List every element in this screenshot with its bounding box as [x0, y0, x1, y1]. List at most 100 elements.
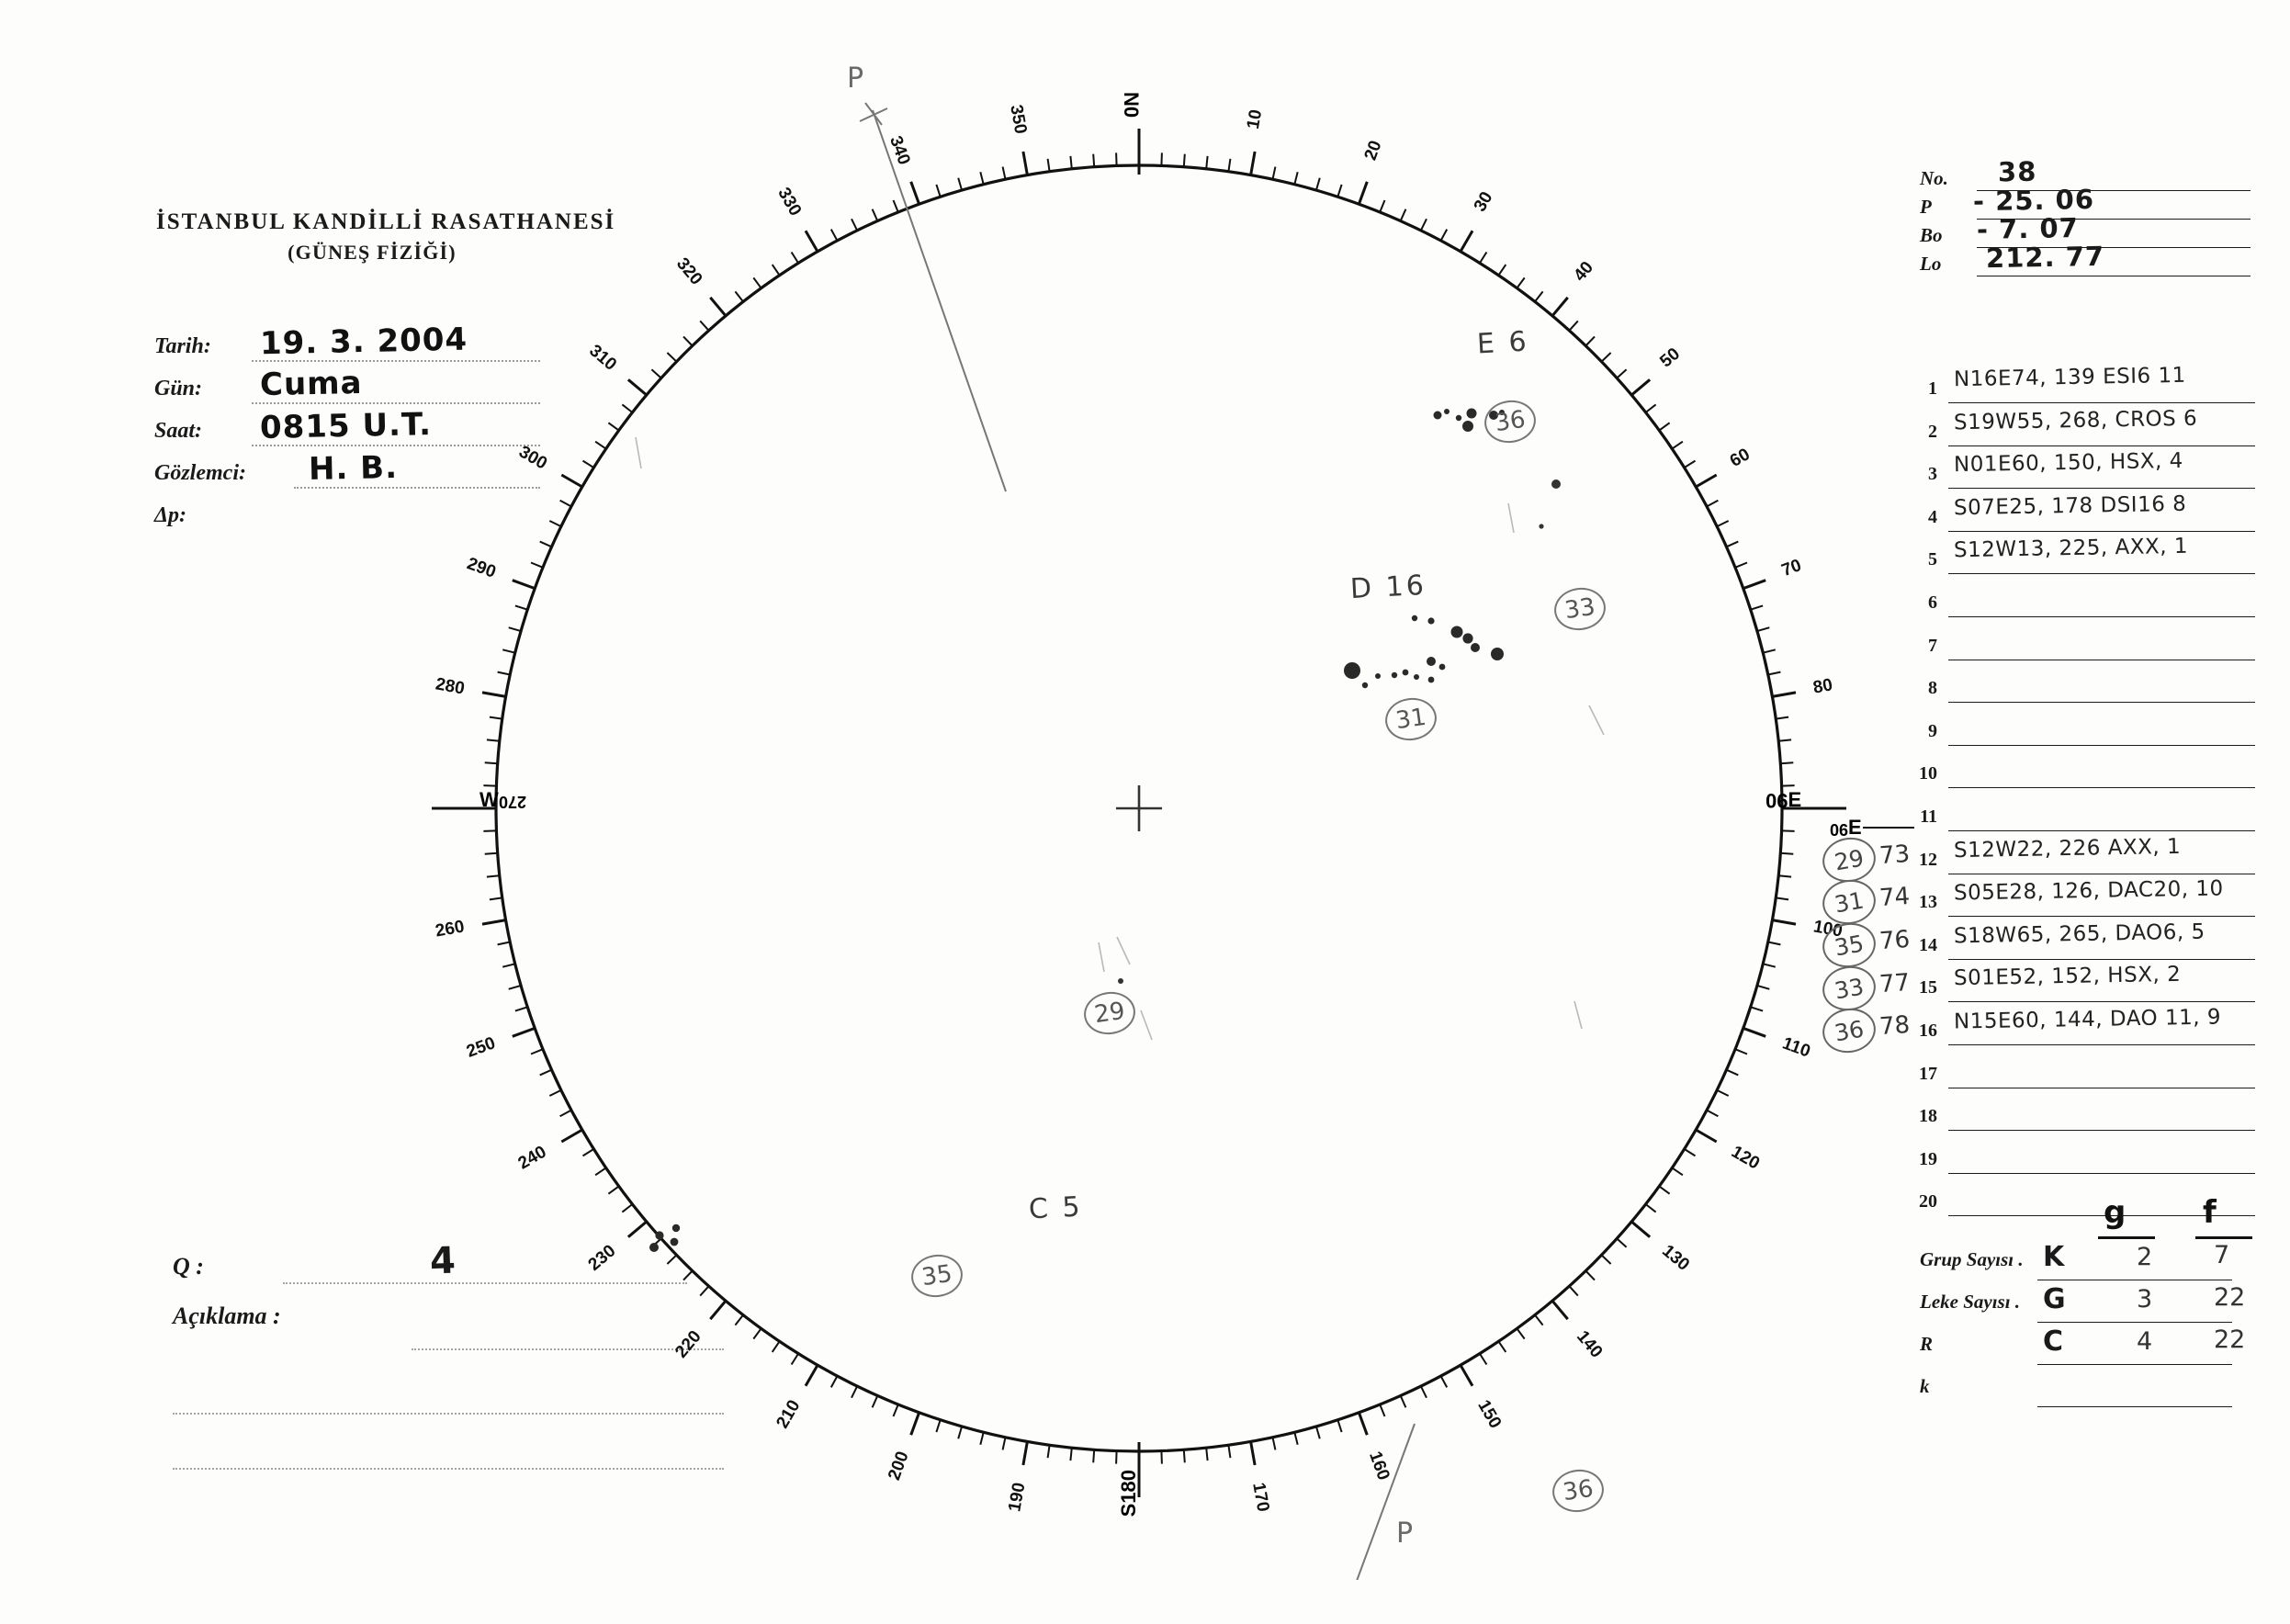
- group-row[interactable]: 8: [1906, 667, 2255, 710]
- group-row-text: N16E74, 139 ESI6 11: [1953, 363, 2186, 392]
- group-row[interactable]: 18: [1906, 1095, 2255, 1138]
- group-row-number: 8: [1928, 678, 1937, 699]
- summary-row-label: Leke Sayısı .: [1920, 1291, 2021, 1313]
- group-row-text: S18W65, 265, DAO6, 5: [1953, 919, 2205, 949]
- group-row-number: 12: [1919, 849, 1937, 870]
- remark-dots-1: [412, 1348, 724, 1350]
- group-row[interactable]: 14 S18W65, 265, DAO6, 5: [1906, 919, 2255, 967]
- group-row-line: [1948, 829, 2255, 831]
- header-parameters: No. 38 P - 25. 06 Bo - 7. 07 Lo 212. 77: [1920, 156, 2251, 279]
- field-gun-label: Gün:: [154, 377, 203, 400]
- param-p-label: P: [1920, 196, 1932, 218]
- group-row[interactable]: 7: [1906, 625, 2255, 668]
- remark-dots-3: [173, 1468, 724, 1470]
- field-gun[interactable]: Gün: Cuma: [154, 365, 540, 413]
- group-row[interactable]: 16 N15E60, 144, DAO 11, 9: [1906, 1005, 2255, 1053]
- summary-row-label: R: [1920, 1333, 1934, 1355]
- group-row-line: [1948, 445, 2255, 446]
- observatory-department: (GÜNEŞ FİZİĞİ): [288, 241, 457, 264]
- summary-row-f: 22: [2214, 1325, 2246, 1354]
- group-row-number: 17: [1919, 1063, 1937, 1084]
- field-gozlemci-dots: [294, 487, 540, 489]
- cardinal-south: S180: [1117, 1470, 1140, 1517]
- group-row[interactable]: 2 S19W55, 268, CROS 6: [1906, 406, 2255, 454]
- sunspot-group-table: 1 N16E74, 139 ESI6 11 2 S19W55, 268, CROS 6…: [1906, 363, 2255, 1224]
- summary-row-line: [2037, 1406, 2232, 1407]
- remark-dots-2: [173, 1413, 724, 1415]
- summary-row-code: C: [2043, 1325, 2064, 1358]
- group-row[interactable]: 19: [1906, 1138, 2255, 1181]
- param-no-label: No.: [1920, 167, 1948, 189]
- group-row-number: 15: [1919, 977, 1937, 998]
- group-row-text: S12W22, 226 AXX, 1: [1953, 834, 2182, 863]
- position-angle-label-bottom: P: [1396, 1517, 1414, 1550]
- group-row-number: 19: [1919, 1148, 1937, 1169]
- field-delta-p[interactable]: Δp:: [154, 498, 540, 540]
- field-tarih[interactable]: Tarih: 19. 3. 2004: [154, 321, 540, 371]
- disk-center-crosshair: [1116, 785, 1162, 831]
- group-row[interactable]: 17: [1906, 1053, 2255, 1096]
- quality-block: Q : 4 Açıklama :: [173, 1240, 724, 1470]
- group-row[interactable]: 9: [1906, 710, 2255, 753]
- side-number: 76: [1878, 925, 1912, 956]
- group-row-text: S05E28, 126, DAC20, 10: [1953, 876, 2224, 906]
- group-row-number: 14: [1919, 934, 1937, 955]
- group-row[interactable]: 1 N16E74, 139 ESI6 11: [1906, 363, 2255, 411]
- param-lo[interactable]: Lo 212. 77: [1920, 241, 2251, 279]
- field-aciklama-label: Açıklama :: [173, 1303, 281, 1329]
- side-number: 77: [1878, 968, 1912, 999]
- group-row-line: [1948, 1172, 2255, 1174]
- summary-row[interactable]: Grup Sayısı . K 2 7: [1920, 1241, 2260, 1287]
- group-row[interactable]: 15 S01E52, 152, HSX, 2: [1906, 963, 2255, 1009]
- field-saat-dots: [252, 445, 540, 446]
- group-row-line: [1948, 530, 2255, 532]
- param-p[interactable]: P - 25. 06: [1920, 184, 2251, 222]
- pencil-marks: [635, 436, 1605, 1041]
- group-row[interactable]: 13 S05E28, 126, DAC20, 10: [1906, 877, 2255, 924]
- group-row-number: 10: [1919, 763, 1937, 784]
- sunspot-group-C5: [649, 1224, 681, 1252]
- summary-column-headers: g f: [2098, 1194, 2287, 1249]
- summary-row[interactable]: R C 4 22: [1920, 1325, 2260, 1371]
- group-row[interactable]: 5 S12W13, 225, AXX, 1: [1906, 535, 2255, 581]
- summary-row-f: 7: [2214, 1241, 2230, 1269]
- group-row-line: [1948, 1215, 2255, 1217]
- summary-row[interactable]: k: [1920, 1371, 2260, 1414]
- field-saat[interactable]: Saat: 0815 U.T.: [154, 406, 540, 456]
- group-row-line: [1948, 615, 2255, 617]
- param-no-line: [1977, 190, 2251, 191]
- summary-row-f: 22: [2214, 1283, 2246, 1312]
- degree-ticks: [472, 141, 1806, 1475]
- group-row-number: 3: [1928, 464, 1937, 485]
- solar-disk: N0 90E S180 W270 10 20 30 40 50 60 70 80 100 110 1…: [395, 37, 1883, 1580]
- group-row[interactable]: 11: [1906, 795, 2255, 839]
- field-q[interactable]: Q : 4: [173, 1240, 724, 1299]
- param-no[interactable]: No. 38: [1920, 156, 2251, 194]
- field-gozlemci[interactable]: Gözlemci: H. B.: [154, 449, 540, 498]
- param-lo-value: 212. 77: [1985, 240, 2105, 275]
- group-row[interactable]: 10: [1906, 752, 2255, 795]
- group-row[interactable]: 3 N01E60, 150, HSX, 4: [1906, 449, 2255, 496]
- param-lo-label: Lo: [1920, 253, 1942, 275]
- field-gozlemci-value: H. B.: [308, 448, 399, 489]
- group-row-number: 9: [1928, 720, 1937, 741]
- param-bo[interactable]: Bo - 7. 07: [1920, 212, 2251, 251]
- group-row[interactable]: 12 S12W22, 226 AXX, 1: [1906, 834, 2255, 882]
- summary-row-g: 2: [2137, 1243, 2153, 1271]
- group-row[interactable]: 6: [1906, 581, 2255, 625]
- field-q-dots: [283, 1282, 687, 1284]
- group-row-number: 1: [1928, 378, 1937, 399]
- group-row-number: 5: [1928, 549, 1937, 570]
- cardinal-north: N0: [1120, 92, 1143, 118]
- group-row[interactable]: 4 S07E25, 178 DSI16 8: [1906, 492, 2255, 539]
- field-q-label: Q :: [173, 1253, 204, 1280]
- summary-row[interactable]: Leke Sayısı . G 3 22: [1920, 1283, 2260, 1329]
- summary-row-line: [2037, 1322, 2232, 1323]
- group-row[interactable]: 20: [1906, 1180, 2255, 1224]
- field-aciklama[interactable]: Açıklama :: [173, 1299, 724, 1348]
- group-row-line: [1948, 787, 2255, 789]
- summary-header-f-rule: [2195, 1236, 2252, 1239]
- summary-header-g: g: [2104, 1194, 2126, 1231]
- position-angle-label-top: P: [847, 62, 864, 95]
